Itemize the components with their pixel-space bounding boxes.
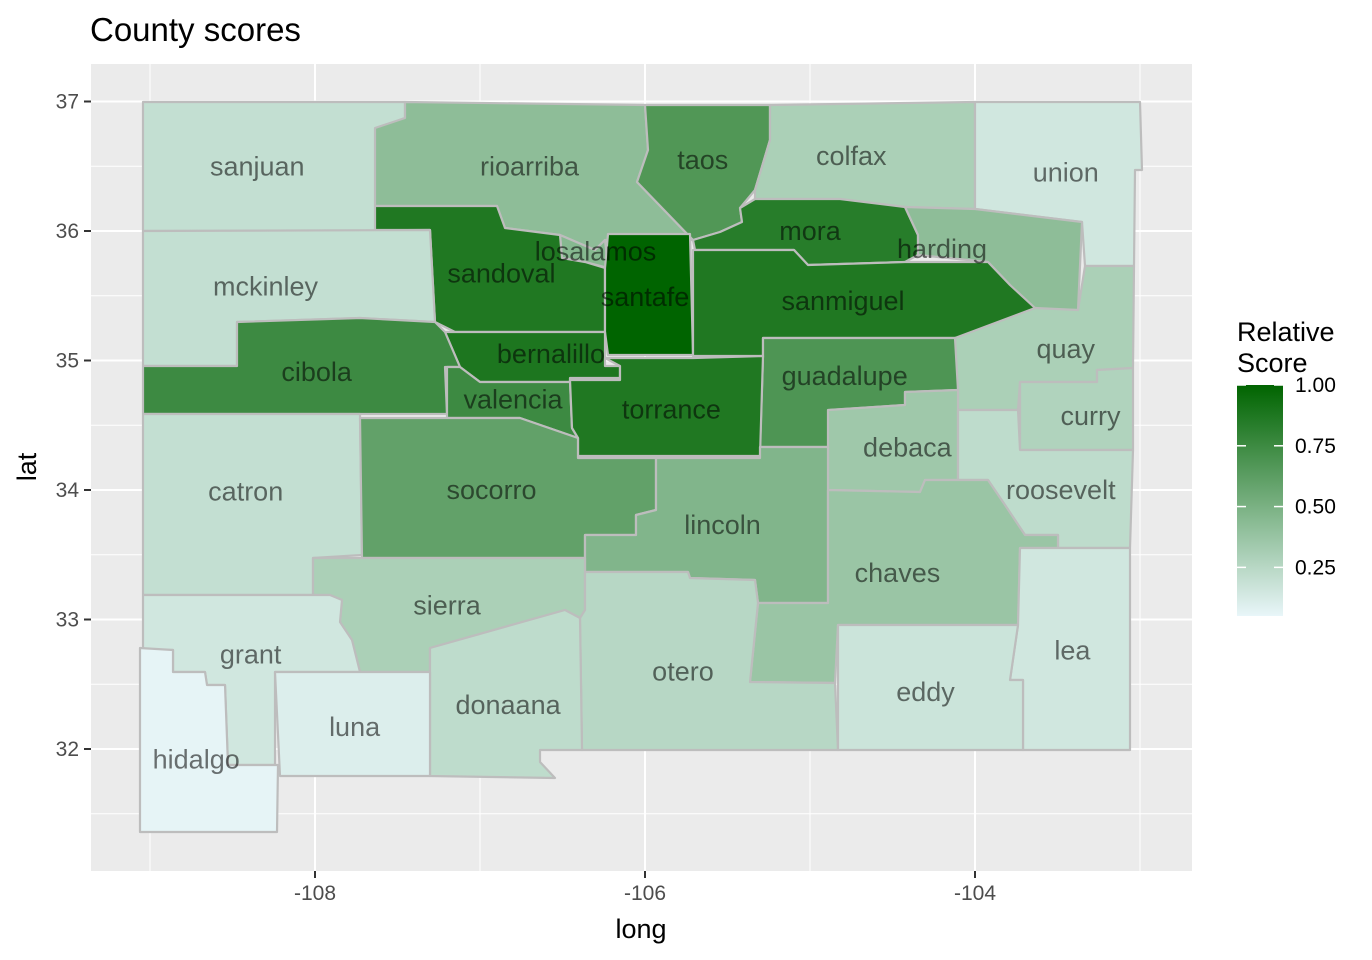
county-label-socorro: socorro: [447, 475, 537, 505]
county-label-grant: grant: [220, 639, 282, 669]
county-label-debaca: debaca: [863, 432, 953, 462]
county-label-luna: luna: [329, 712, 381, 742]
county-label-roosevelt: roosevelt: [1006, 475, 1116, 505]
x-tick-label: -108: [294, 882, 336, 905]
county-label-donaana: donaana: [455, 690, 561, 720]
legend-break-label: 0.50: [1295, 496, 1336, 519]
county-label-cibola: cibola: [281, 357, 353, 387]
county-label-sanmiguel: sanmiguel: [781, 286, 904, 316]
county-label-harding: harding: [897, 234, 987, 264]
county-label-lincoln: lincoln: [684, 510, 761, 540]
county-santafe: [603, 232, 695, 357]
county-label-lea: lea: [1054, 636, 1091, 666]
legend-colorbar: [1237, 385, 1283, 616]
legend-title-line1: Relative: [1237, 317, 1335, 347]
y-tick-label: 33: [56, 609, 79, 632]
county-label-bernalillo: bernalillo: [497, 339, 605, 369]
x-axis-title: long: [615, 914, 666, 944]
county-otero: [578, 570, 840, 752]
legend: Relative Score 1.00 0.75 0.50 0.25: [1237, 317, 1336, 616]
chart-title: County scores: [90, 11, 301, 48]
legend-break-label: 0.25: [1295, 556, 1336, 579]
county-label-guadalupe: guadalupe: [782, 361, 908, 391]
county-cibola: [141, 316, 462, 416]
x-axis: -108 -106 -104: [294, 871, 996, 905]
county-label-mora: mora: [779, 216, 841, 246]
county-label-quay: quay: [1036, 334, 1095, 364]
county-label-union: union: [1033, 158, 1099, 188]
legend-break-label: 1.00: [1295, 374, 1336, 397]
county-label-sierra: sierra: [413, 590, 481, 620]
legend-break-label: 0.75: [1295, 435, 1336, 458]
county-label-taos: taos: [677, 145, 728, 175]
county-label-sanjuan: sanjuan: [210, 151, 305, 181]
county-label-colfax: colfax: [816, 141, 887, 171]
county-hidalgo: [138, 646, 280, 834]
county-label-santafe: santafe: [601, 282, 690, 312]
county-label-catron: catron: [208, 476, 283, 506]
county-labels: sanjuan rioarriba taos colfax union losalamos…: [153, 141, 1121, 774]
county-label-sandoval: sandoval: [447, 259, 555, 289]
county-torrance: [568, 354, 765, 458]
y-axis: 32 33 34 35 36 37: [56, 91, 91, 761]
county-label-valencia: valencia: [463, 384, 563, 414]
legend-title-line2: Score: [1237, 348, 1308, 378]
x-tick-label: -106: [624, 882, 666, 905]
county-eddy: [836, 623, 1025, 752]
county-label-torrance: torrance: [622, 395, 721, 425]
county-label-hidalgo: hidalgo: [153, 744, 240, 774]
y-tick-label: 36: [56, 220, 79, 243]
county-label-rioarriba: rioarriba: [480, 151, 580, 181]
county-label-mckinley: mckinley: [213, 272, 319, 302]
county-label-curry: curry: [1061, 401, 1121, 431]
county-luna: [273, 670, 432, 778]
y-tick-label: 37: [56, 91, 79, 114]
y-tick-label: 34: [56, 479, 80, 502]
county-label-losalamos: losalamos: [535, 237, 657, 267]
county-label-eddy: eddy: [896, 677, 955, 707]
counties: [138, 100, 1144, 834]
y-tick-label: 35: [56, 350, 79, 373]
county-label-otero: otero: [652, 656, 714, 686]
y-axis-title: lat: [12, 452, 42, 481]
y-tick-label: 32: [56, 738, 79, 761]
county-donaana: [428, 608, 584, 780]
x-tick-label: -104: [954, 882, 996, 905]
county-label-chaves: chaves: [855, 558, 941, 588]
